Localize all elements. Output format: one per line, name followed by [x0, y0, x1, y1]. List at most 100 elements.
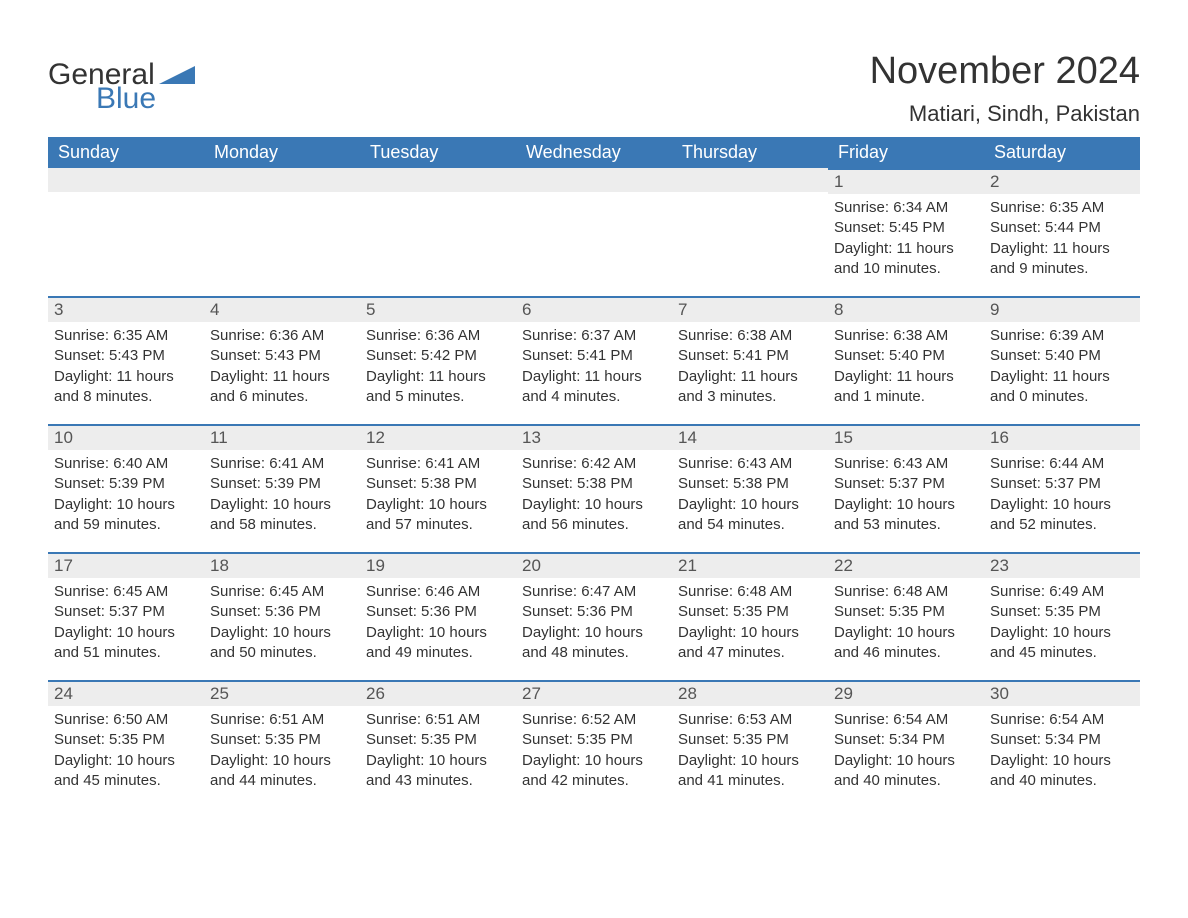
day-number: 13 — [516, 426, 672, 450]
day-cell-inner: 8Sunrise: 6:38 AMSunset: 5:40 PMDaylight… — [828, 296, 984, 413]
day-cell-inner: 10Sunrise: 6:40 AMSunset: 5:39 PMDayligh… — [48, 424, 204, 541]
day-cell-inner: 1Sunrise: 6:34 AMSunset: 5:45 PMDaylight… — [828, 168, 984, 285]
header: General Blue November 2024 Matiari, Sind… — [48, 30, 1140, 127]
logo-triangle-icon — [159, 58, 195, 92]
day-header-cell: Monday — [204, 137, 360, 168]
day-cell: 22Sunrise: 6:48 AMSunset: 5:35 PMDayligh… — [828, 552, 984, 680]
day-cell: 23 Sunrise: 6:49 AMSunset: 5:35 PMDayligh… — [984, 552, 1140, 680]
day-cell-inner: 27Sunrise: 6:52 AMSunset: 5:35 PMDayligh… — [516, 680, 672, 797]
day-number: 1 — [828, 170, 984, 194]
day-cell-inner: 5Sunrise: 6:36 AMSunset: 5:42 PMDaylight… — [360, 296, 516, 413]
sunset-text: Sunset: 5:35 PM — [990, 602, 1134, 622]
sunset-text: Sunset: 5:35 PM — [834, 602, 978, 622]
daylight-text: Daylight: 10 hours and 56 minutes. — [522, 495, 666, 536]
day-cell: 4Sunrise: 6:36 AMSunset: 5:43 PMDaylight… — [204, 296, 360, 424]
day-cell-inner: 15Sunrise: 6:43 AMSunset: 5:37 PMDayligh… — [828, 424, 984, 541]
day-cell-inner: 11Sunrise: 6:41 AMSunset: 5:39 PMDayligh… — [204, 424, 360, 541]
day-number: 5 — [360, 298, 516, 322]
day-cell: 28Sunrise: 6:53 AMSunset: 5:35 PMDayligh… — [672, 680, 828, 808]
day-number: 24 — [48, 682, 204, 706]
day-number: 17 — [48, 554, 204, 578]
day-cell-inner: 21Sunrise: 6:48 AMSunset: 5:35 PMDayligh… — [672, 552, 828, 669]
day-number-empty — [360, 168, 516, 192]
sunset-text: Sunset: 5:39 PM — [54, 474, 198, 494]
day-cell — [672, 168, 828, 296]
day-number: 14 — [672, 426, 828, 450]
sunrise-text: Sunrise: 6:41 AM — [210, 454, 354, 474]
day-details: Sunrise: 6:50 AMSunset: 5:35 PMDaylight:… — [48, 706, 204, 797]
daylight-text: Daylight: 10 hours and 40 minutes. — [990, 751, 1134, 792]
day-details: Sunrise: 6:40 AMSunset: 5:39 PMDaylight:… — [48, 450, 204, 541]
day-cell: 26Sunrise: 6:51 AMSunset: 5:35 PMDayligh… — [360, 680, 516, 808]
day-cell: 10Sunrise: 6:40 AMSunset: 5:39 PMDayligh… — [48, 424, 204, 552]
day-cell-inner: 14Sunrise: 6:43 AMSunset: 5:38 PMDayligh… — [672, 424, 828, 541]
sunrise-text: Sunrise: 6:45 AM — [210, 582, 354, 602]
daylight-text: Daylight: 10 hours and 40 minutes. — [834, 751, 978, 792]
daylight-text: Daylight: 10 hours and 49 minutes. — [366, 623, 510, 664]
daylight-text: Daylight: 10 hours and 59 minutes. — [54, 495, 198, 536]
day-number: 16 — [984, 426, 1140, 450]
sunset-text: Sunset: 5:36 PM — [366, 602, 510, 622]
sunrise-text: Sunrise: 6:49 AM — [990, 582, 1134, 602]
week-row: 24Sunrise: 6:50 AMSunset: 5:35 PMDayligh… — [48, 680, 1140, 808]
sunset-text: Sunset: 5:34 PM — [990, 730, 1134, 750]
sunset-text: Sunset: 5:35 PM — [54, 730, 198, 750]
title-block: November 2024 Matiari, Sindh, Pakistan — [870, 30, 1140, 127]
daylight-text: Daylight: 10 hours and 43 minutes. — [366, 751, 510, 792]
day-number-empty — [516, 168, 672, 192]
day-details: Sunrise: 6:52 AMSunset: 5:35 PMDaylight:… — [516, 706, 672, 797]
day-details: Sunrise: 6:45 AMSunset: 5:37 PMDaylight:… — [48, 578, 204, 669]
day-cell-inner: 7Sunrise: 6:38 AMSunset: 5:41 PMDaylight… — [672, 296, 828, 413]
day-details: Sunrise: 6:51 AMSunset: 5:35 PMDaylight:… — [360, 706, 516, 797]
day-details: Sunrise: 6:36 AMSunset: 5:43 PMDaylight:… — [204, 322, 360, 413]
day-cell — [360, 168, 516, 296]
day-cell-inner: 26Sunrise: 6:51 AMSunset: 5:35 PMDayligh… — [360, 680, 516, 797]
sunset-text: Sunset: 5:35 PM — [678, 730, 822, 750]
day-number: 27 — [516, 682, 672, 706]
daylight-text: Daylight: 10 hours and 45 minutes. — [990, 623, 1134, 664]
sunrise-text: Sunrise: 6:42 AM — [522, 454, 666, 474]
day-details: Sunrise: 6:48 AMSunset: 5:35 PMDaylight:… — [828, 578, 984, 669]
day-number: 18 — [204, 554, 360, 578]
day-cell: 20Sunrise: 6:47 AMSunset: 5:36 PMDayligh… — [516, 552, 672, 680]
day-details: Sunrise: 6:37 AMSunset: 5:41 PMDaylight:… — [516, 322, 672, 413]
day-details: Sunrise: 6:41 AMSunset: 5:39 PMDaylight:… — [204, 450, 360, 541]
sunrise-text: Sunrise: 6:40 AM — [54, 454, 198, 474]
daylight-text: Daylight: 10 hours and 51 minutes. — [54, 623, 198, 664]
sunrise-text: Sunrise: 6:52 AM — [522, 710, 666, 730]
day-number: 10 — [48, 426, 204, 450]
sunset-text: Sunset: 5:42 PM — [366, 346, 510, 366]
day-cell-inner: 24Sunrise: 6:50 AMSunset: 5:35 PMDayligh… — [48, 680, 204, 797]
sunset-text: Sunset: 5:41 PM — [678, 346, 822, 366]
day-cell: 24Sunrise: 6:50 AMSunset: 5:35 PMDayligh… — [48, 680, 204, 808]
sunset-text: Sunset: 5:36 PM — [210, 602, 354, 622]
day-details: Sunrise: 6:45 AMSunset: 5:36 PMDaylight:… — [204, 578, 360, 669]
day-cell-inner: 19Sunrise: 6:46 AMSunset: 5:36 PMDayligh… — [360, 552, 516, 669]
calendar: SundayMondayTuesdayWednesdayThursdayFrid… — [48, 137, 1140, 808]
day-cell — [204, 168, 360, 296]
daylight-text: Daylight: 11 hours and 1 minute. — [834, 367, 978, 408]
day-header-cell: Sunday — [48, 137, 204, 168]
sunrise-text: Sunrise: 6:51 AM — [366, 710, 510, 730]
day-cell-inner: 9Sunrise: 6:39 AMSunset: 5:40 PMDaylight… — [984, 296, 1140, 413]
daylight-text: Daylight: 11 hours and 8 minutes. — [54, 367, 198, 408]
day-cell-inner: 2Sunrise: 6:35 AMSunset: 5:44 PMDaylight… — [984, 168, 1140, 285]
day-number: 2 — [984, 170, 1140, 194]
daylight-text: Daylight: 11 hours and 6 minutes. — [210, 367, 354, 408]
day-cell: 2Sunrise: 6:35 AMSunset: 5:44 PMDaylight… — [984, 168, 1140, 296]
day-cell: 29Sunrise: 6:54 AMSunset: 5:34 PMDayligh… — [828, 680, 984, 808]
day-details: Sunrise: 6:42 AMSunset: 5:38 PMDaylight:… — [516, 450, 672, 541]
day-number: 23 — [984, 554, 1140, 578]
day-number: 6 — [516, 298, 672, 322]
sunset-text: Sunset: 5:43 PM — [54, 346, 198, 366]
sunset-text: Sunset: 5:38 PM — [522, 474, 666, 494]
weeks-container: 1Sunrise: 6:34 AMSunset: 5:45 PMDaylight… — [48, 168, 1140, 808]
day-cell: 27Sunrise: 6:52 AMSunset: 5:35 PMDayligh… — [516, 680, 672, 808]
sunrise-text: Sunrise: 6:35 AM — [54, 326, 198, 346]
day-cell-inner: 30Sunrise: 6:54 AMSunset: 5:34 PMDayligh… — [984, 680, 1140, 797]
sunrise-text: Sunrise: 6:51 AM — [210, 710, 354, 730]
day-cell-inner: 29Sunrise: 6:54 AMSunset: 5:34 PMDayligh… — [828, 680, 984, 797]
month-title: November 2024 — [870, 50, 1140, 93]
sunset-text: Sunset: 5:37 PM — [990, 474, 1134, 494]
sunrise-text: Sunrise: 6:47 AM — [522, 582, 666, 602]
